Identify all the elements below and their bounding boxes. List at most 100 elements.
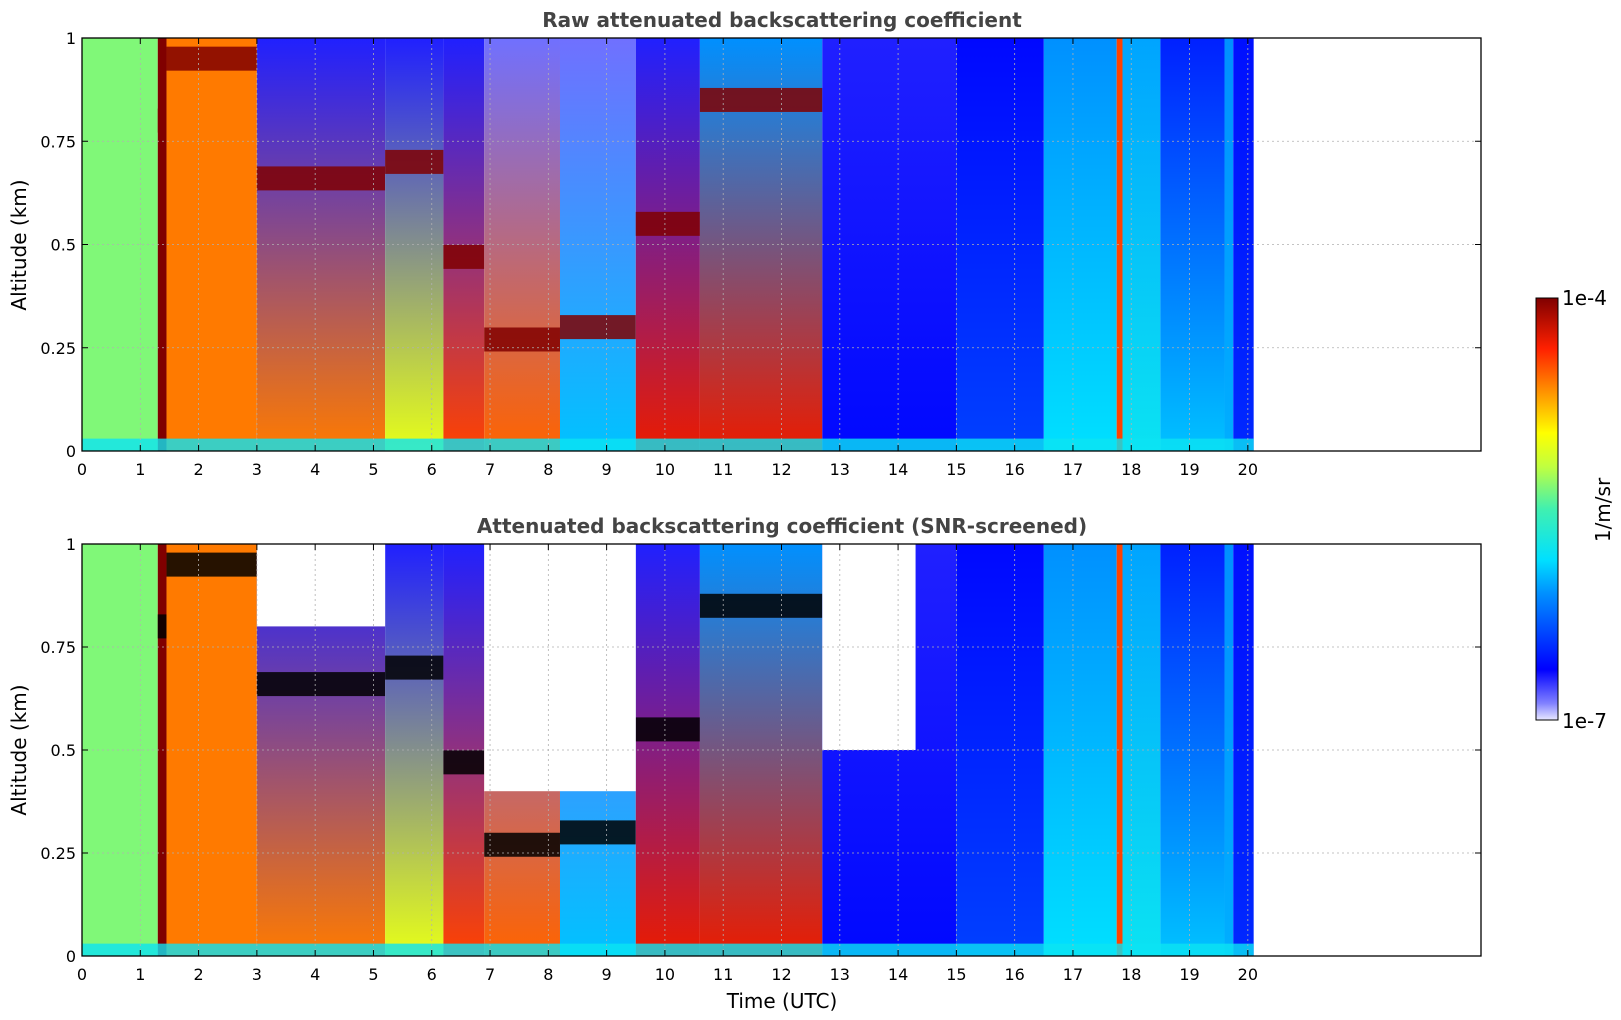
screened-region <box>256 544 386 627</box>
x-tick-label: 16 <box>1004 965 1024 984</box>
colorbar-max-label: 1e-4 <box>1562 286 1607 310</box>
cloud-layer <box>385 149 444 174</box>
cloud-layer <box>559 315 636 340</box>
x-tick-label: 8 <box>543 965 553 984</box>
x-tick-label: 7 <box>485 965 495 984</box>
x-tick-label: 20 <box>1238 460 1258 479</box>
heatmap-column <box>1043 544 1117 956</box>
x-tick-label: 6 <box>427 460 437 479</box>
cloud-layer <box>166 552 257 577</box>
cloud-layer <box>443 244 485 269</box>
x-tick-label: 5 <box>368 460 378 479</box>
x-tick-label: 19 <box>1179 965 1199 984</box>
x-tick-label: 4 <box>310 460 320 479</box>
x-tick-label: 17 <box>1063 460 1083 479</box>
heatmap-column <box>82 544 158 956</box>
x-tick-label: 8 <box>543 460 553 479</box>
x-tick-label: 14 <box>888 965 908 984</box>
colorbar-gradient <box>1535 297 1559 721</box>
x-tick-label: 7 <box>485 460 495 479</box>
heatmap-column <box>256 38 386 451</box>
x-tick-label: 5 <box>368 965 378 984</box>
heatmap-column <box>1043 38 1117 451</box>
x-axis-label: Time (UTC) <box>726 989 838 1013</box>
colorbar: 1e-4 1e-7 1/m/sr <box>1535 286 1615 733</box>
x-axis-ticks: 0 1 2 3 4 5 6 7 8 9 10 11 12 13 14 15 16 17 18 19 20 <box>77 544 1258 984</box>
cloud-layer <box>256 672 386 697</box>
surface-band <box>82 943 1254 956</box>
x-tick-label: 9 <box>602 965 612 984</box>
y-axis-label: Altitude (km) <box>7 684 31 815</box>
x-tick-label: 2 <box>193 965 203 984</box>
heatmap-column <box>956 544 1044 956</box>
x-tick-label: 1 <box>135 965 145 984</box>
x-tick-label: 12 <box>771 965 791 984</box>
y-tick-label: 0.5 <box>51 741 76 760</box>
y-tick-label: 1 <box>66 535 76 554</box>
x-tick-label: 18 <box>1121 460 1141 479</box>
colorbar-min-label: 1e-7 <box>1562 709 1607 733</box>
x-tick-label: 14 <box>888 460 908 479</box>
heatmap-column <box>166 38 257 451</box>
x-tick-label: 6 <box>427 965 437 984</box>
raw-backscatter-panel: Raw attenuated backscattering coefficien… <box>7 8 1482 479</box>
snr-screened-panel: Attenuated backscattering coefficient (S… <box>7 514 1482 1013</box>
y-tick-label: 0 <box>66 947 76 966</box>
y-tick-label: 0 <box>66 442 76 461</box>
cloud-layer <box>635 211 700 236</box>
screened-region <box>484 544 636 792</box>
x-axis-ticks: 0 1 2 3 4 5 6 7 8 9 10 11 12 13 14 15 16 17 18 19 20 <box>77 38 1258 479</box>
y-axis-ticks: 0 0.25 0.5 0.75 1 <box>40 29 1481 461</box>
heatmap-column <box>822 38 957 451</box>
heatmap-columns <box>82 544 1254 956</box>
x-tick-label: 13 <box>830 460 850 479</box>
y-tick-label: 0.5 <box>51 236 76 255</box>
cloud-layer <box>443 750 485 775</box>
x-tick-label: 11 <box>713 460 733 479</box>
heatmap-column <box>82 38 158 451</box>
surface-band <box>82 438 1254 451</box>
x-tick-label: 13 <box>830 965 850 984</box>
heatmap-column <box>166 544 257 956</box>
colorbar-label: 1/m/sr <box>1591 477 1615 542</box>
x-tick-label: 12 <box>771 460 791 479</box>
cloud-layer <box>157 614 167 639</box>
panel-title: Raw attenuated backscattering coefficien… <box>542 8 1022 32</box>
cloud-layer <box>256 166 386 191</box>
x-tick-label: 19 <box>1179 460 1199 479</box>
x-tick-label: 2 <box>193 460 203 479</box>
heatmap-column <box>1116 38 1123 451</box>
y-axis-label: Altitude (km) <box>7 179 31 310</box>
x-tick-label: 9 <box>602 460 612 479</box>
heatmap-column <box>1116 544 1123 956</box>
y-tick-label: 0.25 <box>40 844 76 863</box>
cloud-layer <box>699 593 823 618</box>
cloud-layer <box>157 108 167 133</box>
y-tick-label: 0.75 <box>40 132 76 151</box>
x-tick-label: 16 <box>1004 460 1024 479</box>
x-tick-label: 20 <box>1238 965 1258 984</box>
x-tick-label: 15 <box>946 460 966 479</box>
x-tick-label: 10 <box>655 460 675 479</box>
x-tick-label: 10 <box>655 965 675 984</box>
cloud-layer <box>559 820 636 845</box>
x-tick-label: 3 <box>252 965 262 984</box>
x-tick-label: 0 <box>77 460 87 479</box>
x-tick-label: 0 <box>77 965 87 984</box>
heatmap-column <box>956 38 1044 451</box>
x-tick-label: 17 <box>1063 965 1083 984</box>
cloud-layer <box>166 46 257 71</box>
cloud-layer <box>699 87 823 112</box>
cloud-layer <box>385 655 444 680</box>
cloud-layer <box>635 717 700 742</box>
x-tick-label: 4 <box>310 965 320 984</box>
x-tick-label: 15 <box>946 965 966 984</box>
y-tick-label: 0.75 <box>40 638 76 657</box>
y-tick-label: 0.25 <box>40 339 76 358</box>
y-tick-label: 1 <box>66 29 76 48</box>
y-axis-ticks: 0 0.25 0.5 0.75 1 <box>40 535 1481 966</box>
x-tick-label: 3 <box>252 460 262 479</box>
x-tick-label: 1 <box>135 460 145 479</box>
x-tick-label: 18 <box>1121 965 1141 984</box>
